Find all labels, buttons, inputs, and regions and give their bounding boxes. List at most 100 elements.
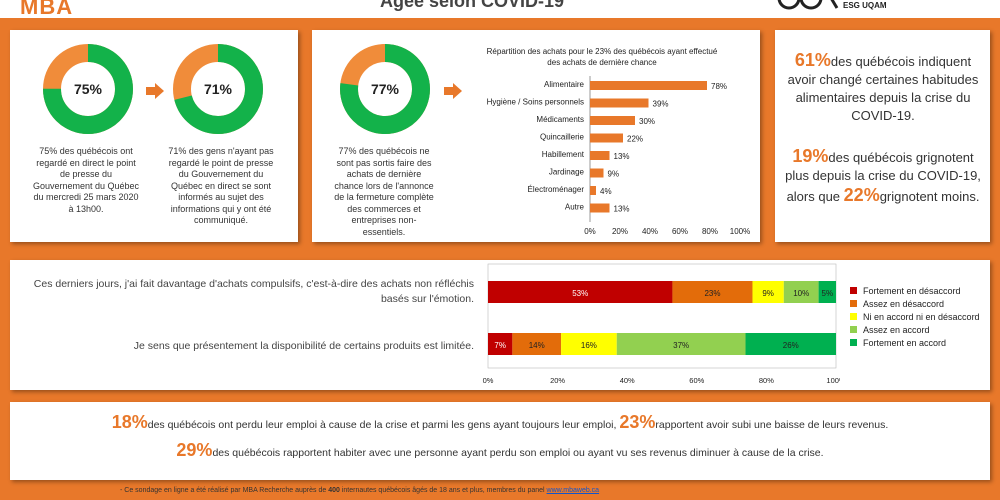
bar-value-label: 78%	[711, 82, 727, 91]
bar-category-label: Autre	[565, 203, 585, 212]
legend-label: Assez en désaccord	[863, 298, 945, 309]
bar	[590, 151, 610, 160]
eating-habits-stat: 61%des québécois indiquent avoir changé …	[781, 50, 985, 125]
footnote-link[interactable]: www.mbaweb.ca	[546, 487, 600, 494]
stat-19-text: des québécois grignotent plus depuis la …	[785, 150, 981, 204]
bar-category-label: Quincaillerie	[540, 133, 585, 142]
bar-value-label: 39%	[653, 100, 669, 109]
donut-value-1: 75%	[67, 78, 109, 100]
segment-value-label: 37%	[673, 341, 689, 350]
segment-value-label: 14%	[529, 341, 545, 350]
stacked-segment	[672, 281, 753, 303]
purchase-categories-bar-chart: Répartition des achats pour le 23% des q…	[487, 47, 751, 236]
question-2-label: Je sens que présentement la disponibilit…	[133, 340, 474, 352]
segment-value-label: 26%	[783, 341, 799, 350]
legend-swatch	[850, 313, 857, 320]
bar-category-label: Hygiène / Soins personnels	[487, 98, 584, 107]
segment-value-label: 53%	[572, 289, 588, 298]
bar-category-label: Habillement	[542, 150, 585, 159]
donut-2-description: 71% des gens n'ayant pas regardé le poin…	[168, 146, 274, 225]
bar-chart-title: Répartition des achats pour le 23% des q…	[487, 47, 718, 56]
bar-category-label: Alimentaire	[544, 80, 585, 89]
bar-chart-title-line2: des achats de dernière chance	[547, 58, 657, 67]
bar-x-tick-label: 40%	[642, 227, 658, 236]
panel-eating-habits: 61%des québécois indiquent avoir changé …	[775, 30, 990, 242]
stacked-segment	[745, 333, 836, 355]
segment-value-label: 10%	[793, 289, 809, 298]
donut-chart-1: 75%	[43, 44, 133, 134]
stat-22-value: 22%	[843, 185, 880, 205]
segment-value-label: 5%	[822, 289, 834, 298]
legend-swatch	[850, 287, 857, 294]
bar	[590, 186, 596, 195]
attitudes-stacked-bar-chart: 53% 23% 9% 10% 5% 7% 14% 16% 37% 26% 0% 20% 40% 60% 80…	[483, 263, 840, 385]
donut-1-description: 75% des québécois ont regardé en direct …	[32, 146, 140, 214]
donut-3-description: 77% des québécois ne sont pas sortis fai…	[334, 146, 434, 237]
footnote-text: Ce sondage en ligne a été réalisé par MB…	[124, 487, 327, 494]
bar	[590, 168, 604, 178]
employment-stat-1: 18%des québécois ont perdu leur emploi à…	[20, 412, 980, 434]
stacked-x-tick-label: 20%	[550, 376, 565, 385]
donut-arc-75	[43, 44, 133, 134]
bar-x-tick-label: 20%	[612, 227, 628, 236]
legend-item: Assez en désaccord	[850, 297, 980, 310]
stacked-x-tick-label: 80%	[759, 376, 774, 385]
legend-label: Fortement en accord	[863, 337, 947, 348]
panel-attitudes: Ces derniers jours, j'ai fait davantage …	[10, 260, 990, 390]
stat-19-value: 19%	[792, 146, 829, 166]
legend-item: Ni en accord ni en désaccord	[850, 310, 980, 323]
bar-x-tick-label: 60%	[672, 227, 688, 236]
stat-61-text: des québécois indiquent avoir changé cer…	[787, 54, 979, 123]
stat-22-text: grignotent moins.	[879, 189, 980, 204]
stacked-segment	[616, 333, 746, 355]
segment-value-label: 23%	[704, 289, 720, 298]
legend-label: Fortement en désaccord	[863, 285, 961, 296]
panel-employment: 18%des québécois ont perdu leur emploi à…	[10, 402, 990, 480]
segment-value-label: 7%	[494, 341, 506, 350]
stacked-x-tick-label: 60%	[689, 376, 704, 385]
legend-item: Fortement en désaccord	[850, 284, 980, 297]
stacked-segment	[783, 281, 819, 303]
bar	[590, 116, 635, 125]
plot-area	[487, 263, 837, 369]
legend-swatch	[850, 326, 857, 333]
bar-x-tick-label: 100%	[730, 227, 750, 236]
donut-chart-3: 77%	[340, 44, 430, 134]
bar-value-label: 4%	[600, 187, 612, 196]
page-title: Âgée selon COVID-19	[380, 0, 565, 11]
bar-x-tick-label: 0%	[584, 227, 596, 236]
bar-category-label: Médicaments	[536, 115, 584, 124]
bar-category-label: Électroménager	[528, 185, 585, 194]
mba-logo: MBA	[20, 0, 74, 19]
stat-29-value: 29%	[176, 440, 213, 460]
stacked-segment	[512, 333, 562, 355]
legend-label: Ni en accord ni en désaccord	[863, 311, 980, 322]
donut-arc-77	[340, 44, 430, 134]
legend-swatch	[850, 300, 857, 307]
legend-label: Assez en accord	[863, 324, 930, 335]
stat-23-value: 23%	[619, 412, 656, 432]
legend-item: Fortement en accord	[850, 336, 980, 349]
bar-x-tick-label: 80%	[702, 227, 718, 236]
stacked-x-tick-label: 40%	[620, 376, 635, 385]
legend-swatch	[850, 339, 857, 346]
stacked-segment	[818, 281, 836, 303]
bar	[590, 133, 623, 143]
snacking-stat: 19%des québécois grignotent plus depuis …	[781, 146, 985, 206]
footnote-bold: 400	[328, 487, 340, 494]
footnote: - Ce sondage en ligne a été réalisé par …	[120, 487, 600, 494]
panel-press-conference: 75% 71% 75% des québécois ont regardé en…	[10, 30, 298, 242]
bar-value-label: 13%	[614, 205, 630, 214]
donut-value-3: 77%	[364, 78, 406, 100]
esg-uqam-logo: ESG UQAM	[775, 0, 935, 16]
stat-29-text: des québécois rapportent habiter avec un…	[212, 447, 824, 459]
stat-18-value: 18%	[111, 412, 148, 432]
panel-last-chance-purchases: 77% 77% des québécois ne sont pas sortis…	[312, 30, 760, 242]
bar	[590, 98, 649, 108]
employment-stat-2: 29%des québécois rapportent habiter avec…	[20, 440, 980, 462]
bar-category-label: Jardinage	[549, 168, 585, 177]
donut-chart-2: 71%	[173, 44, 263, 134]
donut-arc-71	[173, 44, 263, 134]
footnote-text2: internautes québécois âgés de 18 ans et …	[341, 487, 545, 494]
esg-logo-icon	[777, 0, 839, 10]
